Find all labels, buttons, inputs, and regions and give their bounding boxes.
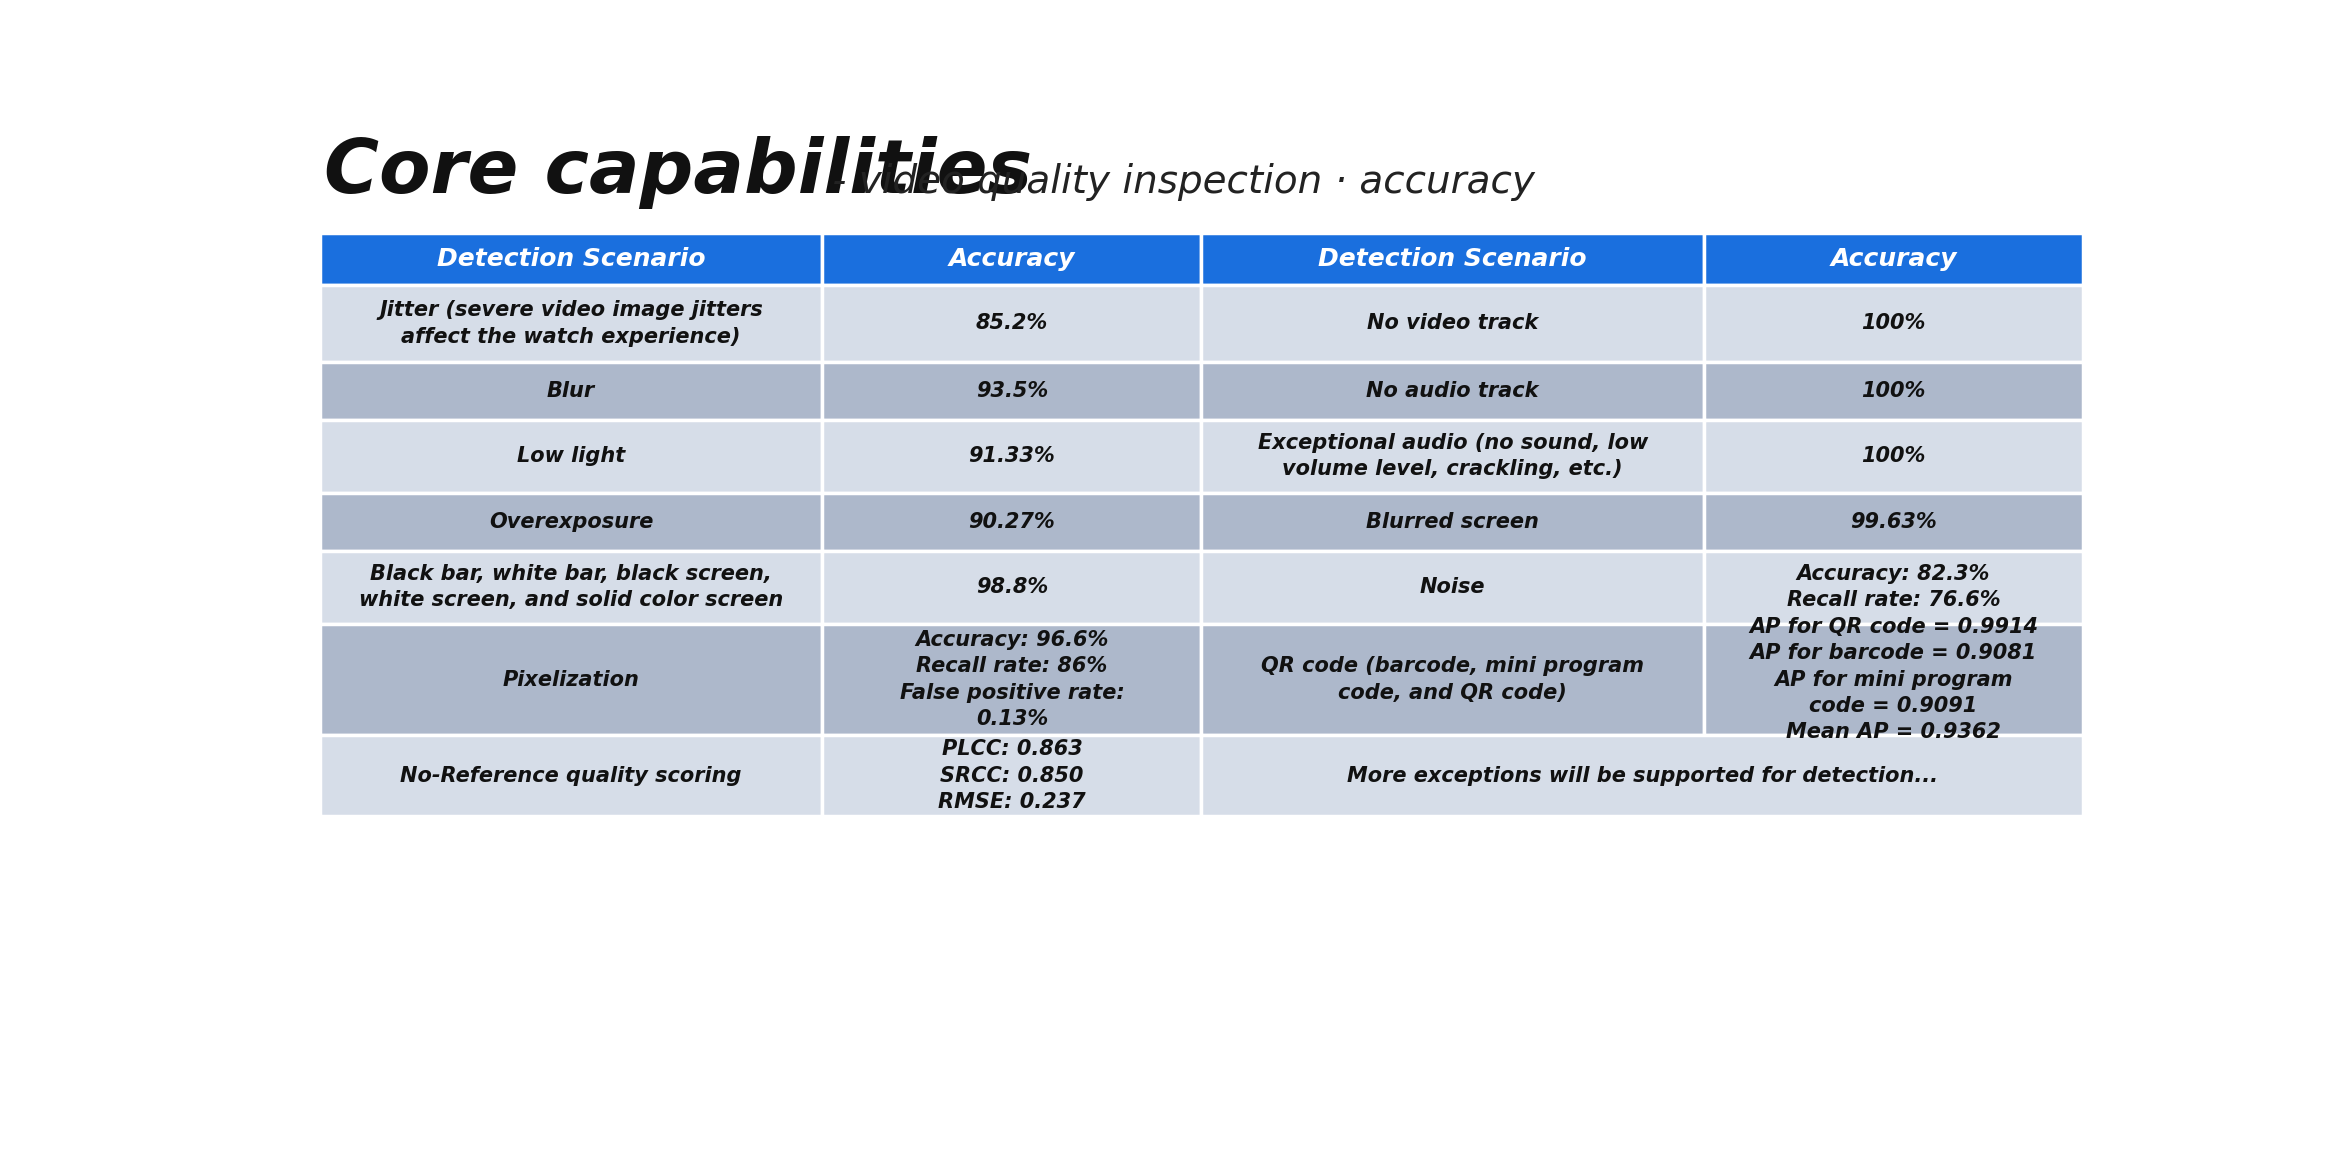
Text: Black bar, white bar, black screen,
white screen, and solid color screen: Black bar, white bar, black screen, whit… — [358, 564, 782, 611]
Text: No-Reference quality scoring: No-Reference quality scoring — [400, 766, 742, 786]
Bar — [1201, 493, 1705, 550]
Text: Jitter (severe video image jitters
affect the watch experience): Jitter (severe video image jitters affec… — [379, 300, 763, 347]
Bar — [1201, 285, 1705, 362]
Text: Blurred screen: Blurred screen — [1365, 512, 1539, 531]
Text: Core capabilities: Core capabilities — [323, 135, 1033, 209]
Text: 90.27%: 90.27% — [970, 512, 1056, 531]
Text: No video track: No video track — [1368, 313, 1539, 333]
Bar — [1705, 493, 2082, 550]
Text: Noise: Noise — [1419, 577, 1485, 597]
Bar — [1705, 232, 2082, 285]
Bar — [1705, 285, 2082, 362]
Text: Pixelization: Pixelization — [504, 669, 639, 689]
Bar — [822, 493, 1201, 550]
Text: PLCC: 0.863
SRCC: 0.850
RMSE: 0.237: PLCC: 0.863 SRCC: 0.850 RMSE: 0.237 — [939, 739, 1087, 812]
Bar — [822, 362, 1201, 419]
Bar — [321, 736, 822, 816]
Bar — [1705, 362, 2082, 419]
Text: 98.8%: 98.8% — [977, 577, 1047, 597]
Text: 100%: 100% — [1862, 381, 1925, 401]
Bar — [1705, 624, 2082, 736]
Bar — [822, 232, 1201, 285]
Text: Detection Scenario: Detection Scenario — [438, 246, 705, 271]
Bar — [321, 419, 822, 493]
Text: Low light: Low light — [518, 446, 625, 466]
Text: Accuracy: Accuracy — [949, 246, 1075, 271]
Text: Exceptional audio (no sound, low
volume level, crackling, etc.): Exceptional audio (no sound, low volume … — [1258, 433, 1649, 479]
Text: 100%: 100% — [1862, 446, 1925, 466]
Bar — [1705, 419, 2082, 493]
Text: 99.63%: 99.63% — [1850, 512, 1937, 531]
Text: Blur: Blur — [548, 381, 595, 401]
Bar — [1201, 736, 2082, 816]
Text: 93.5%: 93.5% — [977, 381, 1047, 401]
Text: 91.33%: 91.33% — [970, 446, 1056, 466]
Text: AP for QR code = 0.9914
AP for barcode = 0.9081
AP for mini program
code = 0.909: AP for QR code = 0.9914 AP for barcode =… — [1749, 617, 2038, 743]
Bar — [822, 736, 1201, 816]
Bar — [1201, 419, 1705, 493]
Bar — [1201, 362, 1705, 419]
Text: Overexposure: Overexposure — [489, 512, 653, 531]
Text: Accuracy: 96.6%
Recall rate: 86%
False positive rate:
0.13%: Accuracy: 96.6% Recall rate: 86% False p… — [899, 630, 1124, 729]
Bar — [1201, 550, 1705, 624]
Text: 100%: 100% — [1862, 313, 1925, 333]
Bar — [822, 624, 1201, 736]
Text: Detection Scenario: Detection Scenario — [1319, 246, 1588, 271]
Bar — [321, 362, 822, 419]
Text: No audio track: No audio track — [1365, 381, 1539, 401]
Text: - video quality inspection · accuracy: - video quality inspection · accuracy — [820, 162, 1534, 201]
Bar — [321, 285, 822, 362]
Bar — [1201, 232, 1705, 285]
Text: 85.2%: 85.2% — [977, 313, 1047, 333]
Bar — [321, 624, 822, 736]
Bar — [1705, 550, 2082, 624]
Text: More exceptions will be supported for detection...: More exceptions will be supported for de… — [1347, 766, 1937, 786]
Text: Accuracy: 82.3%
Recall rate: 76.6%: Accuracy: 82.3% Recall rate: 76.6% — [1787, 564, 2000, 611]
Bar — [321, 493, 822, 550]
Bar — [822, 285, 1201, 362]
Bar — [822, 550, 1201, 624]
Bar — [321, 232, 822, 285]
Bar — [822, 419, 1201, 493]
Bar — [321, 550, 822, 624]
Text: Accuracy: Accuracy — [1829, 246, 1956, 271]
Text: QR code (barcode, mini program
code, and QR code): QR code (barcode, mini program code, and… — [1262, 656, 1644, 703]
Bar — [1201, 624, 1705, 736]
